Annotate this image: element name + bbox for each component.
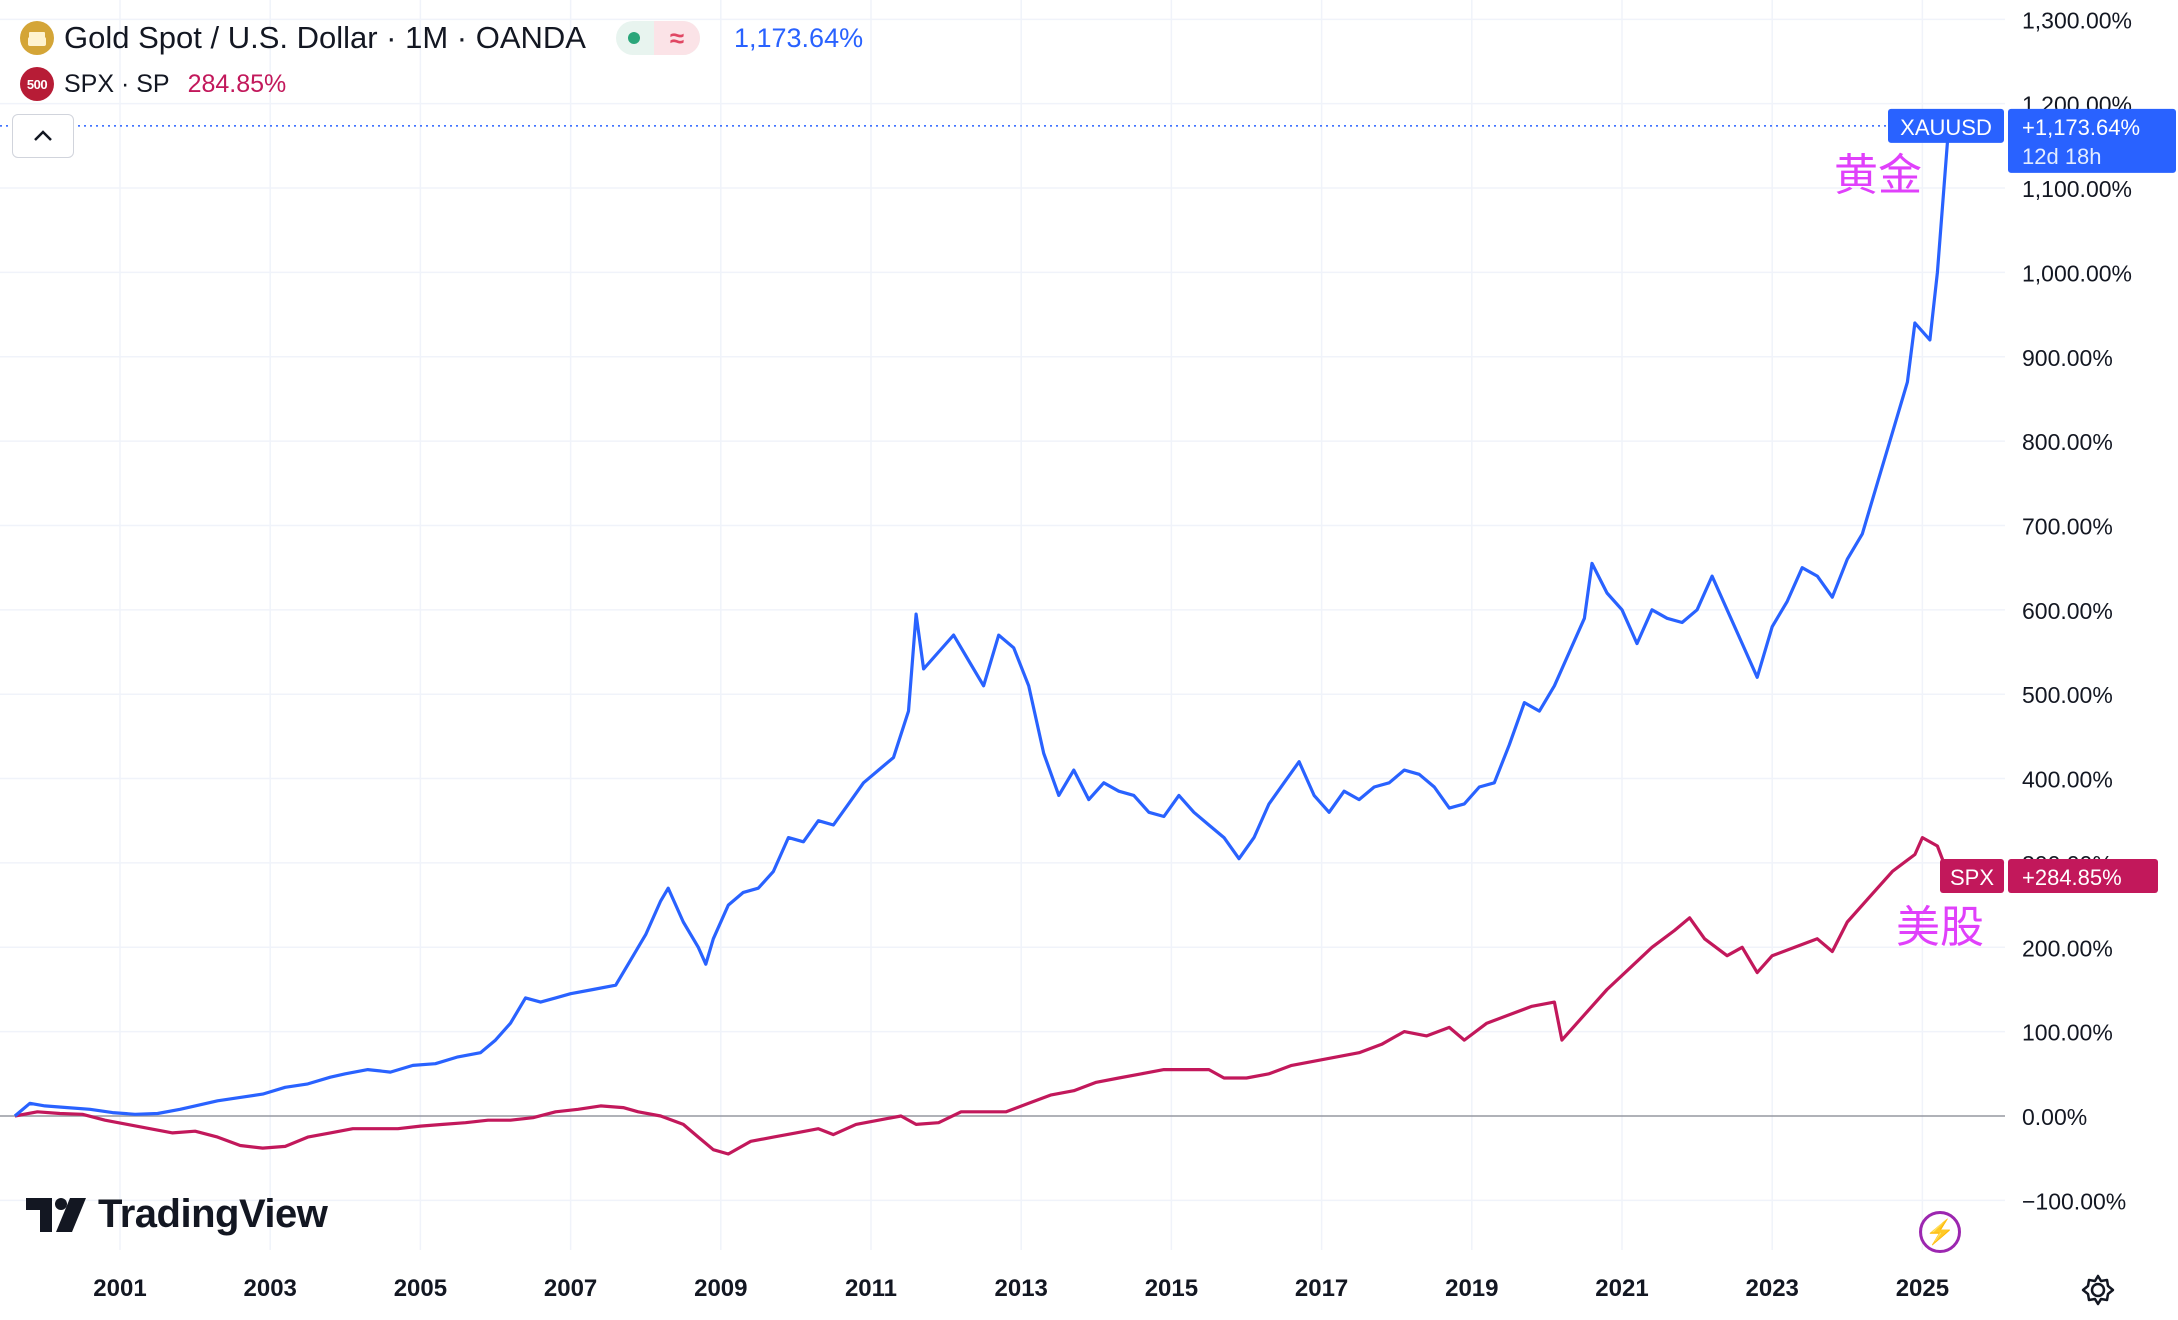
- gold-value-tag: [2008, 108, 2176, 173]
- y-tick-label: 1,300.00%: [2022, 7, 2132, 33]
- collapse-legend-button[interactable]: [12, 114, 74, 158]
- spx-symbol-tag: [1940, 859, 2004, 893]
- symbol2-value: 284.85%: [187, 69, 287, 98]
- x-tick-label: 2005: [394, 1275, 447, 1302]
- series-lines: [13, 125, 1951, 1156]
- chevron-up-icon: [34, 130, 52, 141]
- market-open-dot-icon: [627, 32, 640, 44]
- x-tick-label: 2003: [244, 1275, 297, 1302]
- legend-row-gold[interactable]: Gold Spot / U.S. Dollar · 1M · OANDA ≈ 1…: [20, 16, 863, 60]
- gear-icon[interactable]: [2080, 1272, 2116, 1308]
- symbol2-title: SPX · SP: [64, 69, 170, 98]
- x-tick-label: 2025: [1896, 1275, 1949, 1302]
- gold-line: [13, 125, 1951, 1118]
- legend-row-spx[interactable]: 500 SPX · SP 284.85%: [20, 66, 286, 102]
- symbol1-value: 1,173.64%: [733, 22, 864, 53]
- gold-symbol-tag: [1888, 108, 2004, 143]
- y-tick-label: 900.00%: [2022, 345, 2113, 371]
- lightning-icon[interactable]: ⚡: [1919, 1211, 1961, 1253]
- x-tick-label: 2007: [544, 1275, 597, 1302]
- data-delay-icon: ≈: [653, 21, 700, 55]
- y-tick-label: 1,000.00%: [2022, 260, 2132, 286]
- x-tick-label: 2013: [995, 1275, 1048, 1302]
- x-tick-label: 2009: [694, 1275, 747, 1302]
- gold-annotation: 黄金: [1834, 150, 1922, 201]
- x-tick-label: 2015: [1145, 1275, 1198, 1302]
- spx-value-tag: [2008, 859, 2158, 893]
- spx-symbol-tag-label: SPX: [1950, 865, 1994, 890]
- tradingview-logo-icon: [26, 1197, 86, 1232]
- x-tick-label: 2021: [1595, 1275, 1648, 1302]
- gold-symbol-icon: [20, 21, 54, 55]
- spx-symbol-icon: 500: [20, 67, 54, 101]
- y-tick-label: 800.00%: [2022, 429, 2113, 455]
- y-tick-label: 400.00%: [2022, 767, 2113, 793]
- gold-countdown-label: 12d 18h: [2022, 144, 2102, 169]
- y-tick-label: 700.00%: [2022, 513, 2113, 539]
- grid: [0, 0, 2005, 1250]
- y-tick-label: 100.00%: [2022, 1020, 2113, 1046]
- axis-labels: 1,300.00%1,200.00%1,100.00%1,000.00%900.…: [93, 7, 2132, 1302]
- spx-line: [14, 836, 1951, 1156]
- x-tick-label: 2023: [1746, 1275, 1799, 1302]
- x-tick-label: 2019: [1445, 1275, 1498, 1302]
- x-tick-label: 2001: [93, 1275, 146, 1302]
- spx-value-tag-label: +284.85%: [2022, 865, 2122, 890]
- x-tick-label: 2017: [1295, 1275, 1348, 1302]
- market-status-pill[interactable]: ≈: [615, 21, 700, 55]
- y-tick-label: 500.00%: [2022, 682, 2113, 708]
- gold-symbol-tag-label: XAUUSD: [1900, 115, 1992, 140]
- y-tick-label: 600.00%: [2022, 598, 2113, 624]
- x-tick-label: 2011: [845, 1275, 897, 1302]
- symbol1-title: Gold Spot / U.S. Dollar · 1M · OANDA: [64, 20, 586, 55]
- gold-value-tag-label: +1,173.64%: [2022, 115, 2140, 140]
- tradingview-logo[interactable]: TradingView: [26, 1192, 328, 1237]
- spx-annotation: 美股: [1896, 902, 1984, 953]
- y-tick-label: −100.00%: [2022, 1188, 2126, 1214]
- y-tick-label: 200.00%: [2022, 935, 2113, 961]
- y-tick-label: 1,100.00%: [2022, 176, 2132, 202]
- brand-text: TradingView: [98, 1192, 328, 1236]
- y-tick-label: 0.00%: [2022, 1104, 2087, 1130]
